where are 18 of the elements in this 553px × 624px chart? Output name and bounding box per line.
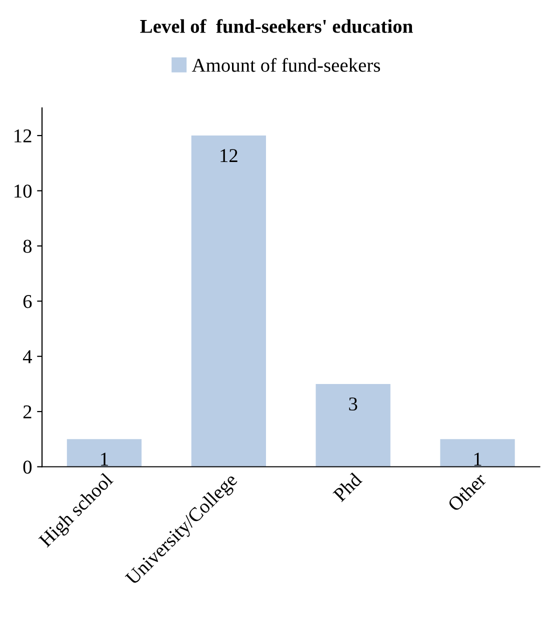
x-tick-label: Phd [332,472,363,502]
chart-title: Level of fund-seekers' education [140,19,413,33]
data-label: 1 [101,452,108,466]
y-tick-label: 12 [14,129,32,142]
y-tick-label: 2 [23,405,32,418]
legend-label: Amount of fund-seekers [192,58,380,72]
y-tick-label: 8 [23,240,32,253]
y-tick-label: 10 [14,184,32,198]
data-label: 1 [474,452,482,466]
bar [66,439,142,467]
bar [316,384,390,467]
bar [440,439,515,467]
bar [191,136,266,467]
data-label: 12 [220,149,238,162]
data-label: 3 [349,397,358,411]
y-tick-label: 0 [23,460,32,474]
y-tick-label: 4 [22,350,32,364]
y-tick-label: 6 [23,295,32,308]
